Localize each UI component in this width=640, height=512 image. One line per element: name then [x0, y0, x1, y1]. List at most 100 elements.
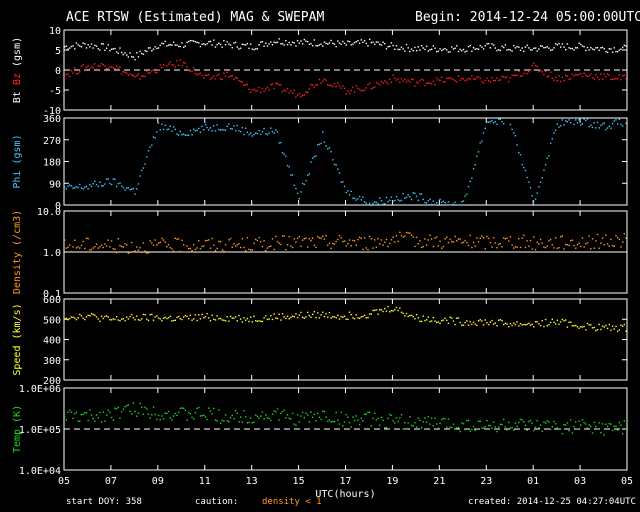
data-point-temp-15-3: [420, 427, 423, 429]
data-point-speed-0-2: [67, 318, 69, 321]
data-point-speed-19-0: [509, 322, 512, 325]
data-point-temp-21-4: [563, 424, 565, 426]
data-point-speed-2-2: [114, 318, 116, 321]
data-point-temp-2-5: [119, 417, 121, 419]
data-point-bt-21-11: [575, 47, 577, 49]
data-point-density-8-4: [258, 236, 260, 239]
data-point-bz-9-0: [275, 82, 277, 85]
data-point-density-6-5: [213, 244, 215, 246]
data-point-phi-9-4: [281, 152, 284, 154]
data-point-temp-13-4: [375, 419, 378, 421]
data-point-temp-17-8: [476, 428, 478, 431]
data-point-temp-11-8: [335, 411, 337, 414]
data-point-temp-19-13: [531, 422, 533, 424]
data-point-bt-6-1: [206, 42, 208, 45]
data-point-temp-8-10: [268, 417, 270, 420]
data-point-bz-9-7: [286, 87, 289, 90]
data-point-density-11-10: [338, 235, 341, 237]
data-point-speed-0-6: [74, 317, 76, 319]
data-point-temp-23-12: [623, 420, 626, 422]
data-point-temp-4-3: [162, 418, 165, 420]
data-point-speed-15-7: [427, 316, 430, 318]
data-point-bt-18-7: [497, 49, 500, 51]
data-point-temp-1-6: [97, 416, 99, 419]
data-point-phi-10-7: [310, 161, 312, 163]
data-point-temp-2-1: [112, 419, 114, 421]
data-point-speed-2-8: [124, 320, 126, 322]
data-point-bt-7-12: [248, 47, 250, 50]
data-point-temp-15-4: [422, 421, 424, 423]
data-point-phi-8-8: [265, 133, 267, 135]
data-point-bt-2-8: [124, 52, 126, 54]
data-point-temp-7-11: [246, 422, 249, 424]
data-point-speed-13-8: [382, 310, 384, 313]
data-point-temp-12-1: [347, 416, 349, 418]
data-point-phi-9-8: [288, 166, 290, 168]
data-point-speed-21-7: [568, 321, 570, 323]
data-point-speed-9-10: [291, 315, 294, 317]
data-point-temp-21-9: [571, 432, 574, 434]
data-point-phi-12-1: [347, 190, 349, 192]
data-point-temp-17-7: [474, 429, 476, 432]
data-point-temp-12-2: [348, 421, 351, 424]
data-point-phi-17-6: [472, 167, 475, 170]
data-point-temp-4-11: [176, 414, 178, 417]
data-point-bt-5-12: [201, 43, 203, 45]
data-point-bz-3-1: [136, 74, 138, 77]
data-point-bz-8-2: [255, 89, 257, 92]
data-point-density-22-11: [598, 247, 600, 249]
data-point-speed-4-13: [179, 318, 182, 320]
data-point-speed-20-6: [543, 325, 545, 328]
data-point-bz-22-11: [598, 78, 600, 81]
data-point-speed-18-7: [497, 319, 500, 322]
data-point-density-23-0: [603, 244, 605, 246]
data-point-bz-9-13: [296, 94, 299, 96]
data-point-density-14-10: [409, 232, 411, 235]
data-point-bt-17-0: [462, 48, 465, 51]
data-point-speed-13-5: [377, 313, 379, 315]
data-point-temp-9-2: [278, 419, 280, 421]
data-point-speed-1-13: [109, 318, 111, 321]
data-point-phi-10-10: [315, 155, 317, 157]
data-point-speed-12-12: [365, 317, 368, 319]
data-point-temp-10-3: [303, 416, 306, 419]
data-point-speed-23-9: [618, 329, 621, 331]
data-point-speed-3-12: [154, 316, 156, 318]
data-point-density-22-5: [588, 235, 590, 237]
data-point-temp-0-11: [82, 413, 84, 415]
data-point-density-10-13: [320, 237, 322, 239]
data-point-density-1-10: [104, 243, 106, 245]
data-point-bt-20-3: [538, 48, 540, 50]
data-point-bz-4-13: [179, 59, 182, 61]
data-point-phi-5-0: [181, 134, 183, 136]
data-point-density-1-2: [90, 248, 93, 251]
data-point-phi-11-9: [337, 168, 339, 170]
data-point-phi-7-9: [243, 133, 245, 136]
data-point-bt-21-2: [559, 46, 562, 48]
data-point-bt-4-13: [179, 45, 182, 48]
data-point-bt-8-11: [270, 41, 272, 43]
data-point-speed-15-12: [435, 321, 438, 324]
data-point-bt-22-4: [586, 46, 589, 49]
data-point-phi-2-1: [112, 178, 114, 180]
data-point-speed-4-11: [176, 316, 178, 319]
data-point-bt-11-4: [328, 42, 331, 44]
data-point-bt-9-7: [286, 43, 289, 46]
data-point-speed-4-7: [169, 315, 171, 318]
data-point-speed-2-7: [122, 317, 125, 320]
data-point-bt-20-1: [534, 47, 537, 49]
data-point-density-6-3: [209, 247, 212, 249]
data-point-phi-8-10: [268, 132, 270, 134]
data-point-phi-11-8: [335, 164, 337, 166]
data-point-bz-6-7: [216, 74, 218, 77]
data-point-bt-13-11: [387, 46, 389, 48]
data-point-density-20-12: [553, 247, 555, 249]
data-point-density-22-13: [601, 237, 604, 239]
data-point-phi-1-0: [87, 188, 89, 190]
data-point-density-20-1: [534, 248, 537, 251]
data-point-speed-14-3: [397, 309, 399, 312]
data-point-density-17-10: [479, 237, 481, 239]
data-point-speed-1-3: [92, 313, 94, 316]
data-point-density-6-12: [224, 243, 227, 246]
data-point-bz-14-12: [412, 78, 414, 81]
